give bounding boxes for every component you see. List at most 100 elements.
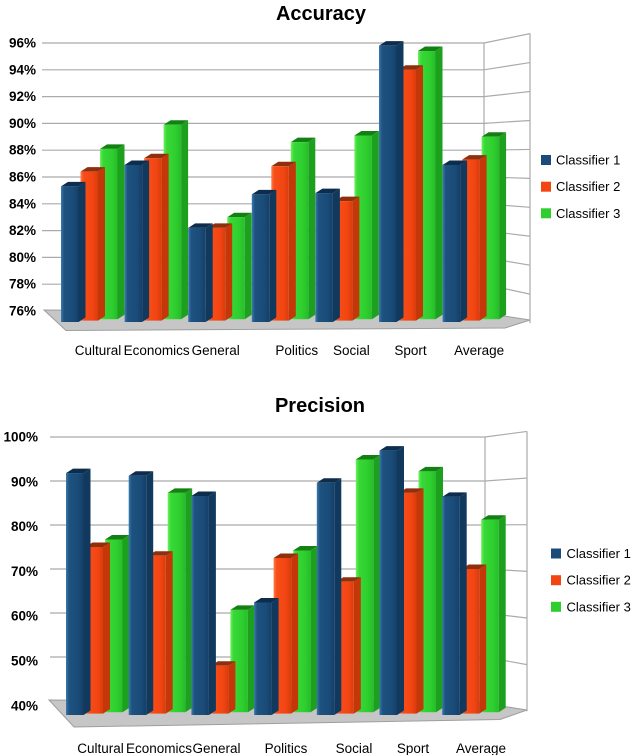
category-label: Economics — [126, 741, 192, 755]
bar-side — [185, 488, 193, 713]
legend-label: Classifier 3 — [556, 206, 620, 221]
category-label: Average — [454, 343, 504, 358]
y-tick-label: 88% — [9, 143, 36, 158]
bar — [316, 482, 335, 715]
bar — [379, 450, 397, 715]
bar-side — [499, 132, 507, 320]
bar-side — [371, 130, 379, 320]
bar-side — [103, 542, 110, 714]
bar-top — [290, 137, 316, 143]
bar-top — [128, 471, 154, 476]
bar-top — [379, 446, 404, 451]
y-tick-label: 94% — [9, 62, 36, 77]
bar-side — [460, 160, 468, 322]
y-tick-label: 92% — [9, 89, 36, 104]
gridline-wall — [483, 33, 531, 44]
bar — [442, 496, 460, 715]
bar-top — [66, 468, 91, 474]
bar-top — [100, 144, 125, 149]
bar-top — [207, 223, 233, 228]
bar-top — [315, 188, 340, 194]
bar — [188, 227, 206, 322]
bar-side — [352, 196, 360, 321]
bar-side — [208, 491, 216, 715]
bar-top — [61, 181, 86, 187]
bar-top — [354, 130, 379, 136]
bar-top — [124, 160, 150, 165]
y-tick-label: 40% — [11, 698, 38, 713]
legend-swatch — [541, 155, 551, 165]
bar-side — [353, 577, 361, 714]
y-tick-label: 80% — [9, 250, 36, 265]
bar-side — [83, 468, 91, 715]
bar-top — [273, 553, 299, 558]
category-label: Sport — [397, 741, 430, 755]
bar-side — [205, 223, 213, 322]
bar-top — [105, 535, 130, 540]
category-label: General — [192, 343, 240, 358]
category-label: Cultural — [77, 741, 124, 755]
bar-side — [310, 546, 318, 713]
chart-title: Precision — [275, 395, 365, 417]
bar-side — [228, 661, 236, 714]
legend-swatch — [551, 548, 561, 559]
bar-top — [418, 466, 443, 472]
y-tick-label: 50% — [11, 654, 38, 669]
legend-label: Classifier 3 — [567, 599, 631, 614]
category-label: Social — [336, 741, 373, 755]
bar-side — [225, 223, 233, 321]
bar-top — [227, 212, 252, 218]
bar-top — [442, 160, 468, 165]
category-label: Politics — [275, 343, 318, 358]
category-label: Average — [456, 741, 506, 755]
category-label: Social — [333, 343, 370, 358]
bar-side — [435, 46, 443, 320]
bar-top — [481, 515, 506, 520]
bar-side — [244, 212, 252, 320]
bar-side — [247, 605, 255, 713]
legend-label: Classifier 1 — [567, 546, 631, 561]
gridline-wall — [484, 430, 528, 438]
bar-side — [271, 597, 279, 715]
gridline-wall — [484, 477, 528, 482]
bar-top — [418, 46, 443, 52]
bar-top — [461, 564, 487, 569]
bar-top — [230, 605, 255, 610]
bar-top — [191, 491, 216, 496]
bar-side — [397, 446, 404, 715]
bar-top — [442, 492, 467, 497]
bar-top — [80, 167, 105, 172]
y-tick-label: 100% — [3, 430, 38, 445]
legend-swatch — [551, 575, 561, 586]
bar-side — [373, 454, 381, 713]
bar — [379, 45, 397, 323]
category-label: Sport — [394, 343, 427, 358]
bar-top — [398, 65, 423, 70]
bar-top — [316, 478, 342, 483]
legend-label: Classifier 1 — [556, 153, 620, 168]
bar-side — [334, 478, 342, 715]
bar — [315, 193, 333, 322]
bar-top — [144, 153, 169, 159]
legend-swatch — [541, 208, 551, 219]
bar-top — [355, 454, 381, 460]
bar-side — [436, 466, 443, 713]
bar-side — [98, 167, 105, 321]
bar-side — [78, 181, 86, 322]
bar-side — [479, 564, 487, 714]
category-label: Cultural — [75, 343, 122, 358]
bar-top — [293, 546, 318, 551]
bar-side — [416, 488, 424, 714]
y-tick-label: 70% — [11, 564, 38, 579]
bar — [254, 602, 272, 715]
chart-title: Accuracy — [276, 3, 367, 25]
bar-top — [167, 488, 193, 493]
gridline-wall — [483, 119, 531, 124]
bar-top — [188, 223, 213, 228]
y-tick-label: 84% — [9, 196, 36, 211]
bar-top — [251, 189, 277, 195]
bar-side — [459, 492, 467, 715]
bar-side — [291, 553, 299, 714]
